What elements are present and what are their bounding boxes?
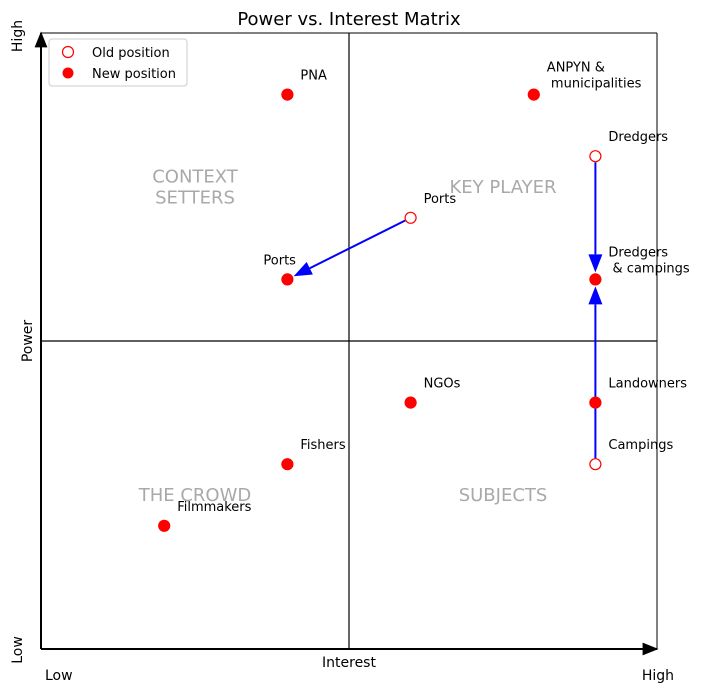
point-label-new-2: Ports: [263, 253, 296, 268]
old-position-point-1: [589, 150, 602, 163]
legend-marker-new: [62, 67, 74, 79]
point-label-new-0: PNA: [300, 69, 327, 84]
legend-label-new: New position: [92, 67, 176, 82]
movement-arrow-head-1: [588, 254, 603, 273]
legend-marker-old: [61, 45, 75, 59]
point-label-new-1: ANPYN & municipalities: [547, 61, 642, 92]
new-position-point-7: [158, 519, 171, 532]
movement-arrows: [293, 162, 603, 459]
legend-label-old: Old position: [92, 46, 170, 61]
point-label-new-4: NGOs: [424, 377, 461, 392]
new-position-point-2: [281, 273, 294, 286]
point-label-old-1: Dredgers: [608, 130, 668, 145]
point-label-new-7: Filmmakers: [177, 500, 251, 515]
point-label-new-5: Landowners: [608, 377, 687, 392]
old-position-point-2: [589, 458, 602, 471]
new-position-point-3: [589, 273, 602, 286]
quadrant-labels: CONTEXT SETTERS KEY PLAYER THE CROWD SUBJECT…: [138, 167, 557, 507]
plot-frame: [34, 31, 659, 656]
y-tick-label-low: Low: [10, 636, 26, 664]
quadrant-label-0: CONTEXT SETTERS: [152, 167, 239, 209]
x-tick-label-high: High: [642, 668, 674, 684]
new-position-point-6: [281, 458, 294, 471]
quadrant-label-2: THE CROWD: [138, 485, 252, 506]
quadrant-label-1: KEY PLAYER: [450, 177, 557, 198]
new-position-point-0: [281, 88, 294, 101]
movement-arrow-head-0: [293, 261, 313, 277]
new-position-point-5: [589, 396, 602, 409]
movement-arrow-0: [309, 219, 406, 270]
new-position-point-1: [527, 88, 540, 101]
data-points: [158, 88, 602, 532]
point-label-new-6: Fishers: [300, 438, 345, 453]
x-axis-label: Interest: [322, 655, 376, 671]
movement-arrow-head-2: [588, 286, 603, 305]
quadrant-label-3: SUBJECTS: [459, 485, 548, 506]
new-position-point-4: [404, 396, 417, 409]
point-labels: Ports Dredgers Campings PNA ANPYN & municipa…: [177, 61, 690, 515]
legend: Old position New position: [48, 38, 188, 87]
point-label-old-2: Campings: [608, 438, 673, 453]
point-label-new-3: Dredgers & campings: [608, 245, 690, 276]
chart-title: Power vs. Interest Matrix: [237, 9, 461, 30]
y-axis-label: Power: [20, 320, 36, 363]
old-position-point-0: [404, 211, 417, 224]
legend-box: [48, 38, 188, 87]
x-tick-label-low: Low: [45, 668, 73, 684]
y-tick-label-high: High: [10, 20, 26, 52]
point-label-old-0: Ports: [424, 192, 457, 207]
